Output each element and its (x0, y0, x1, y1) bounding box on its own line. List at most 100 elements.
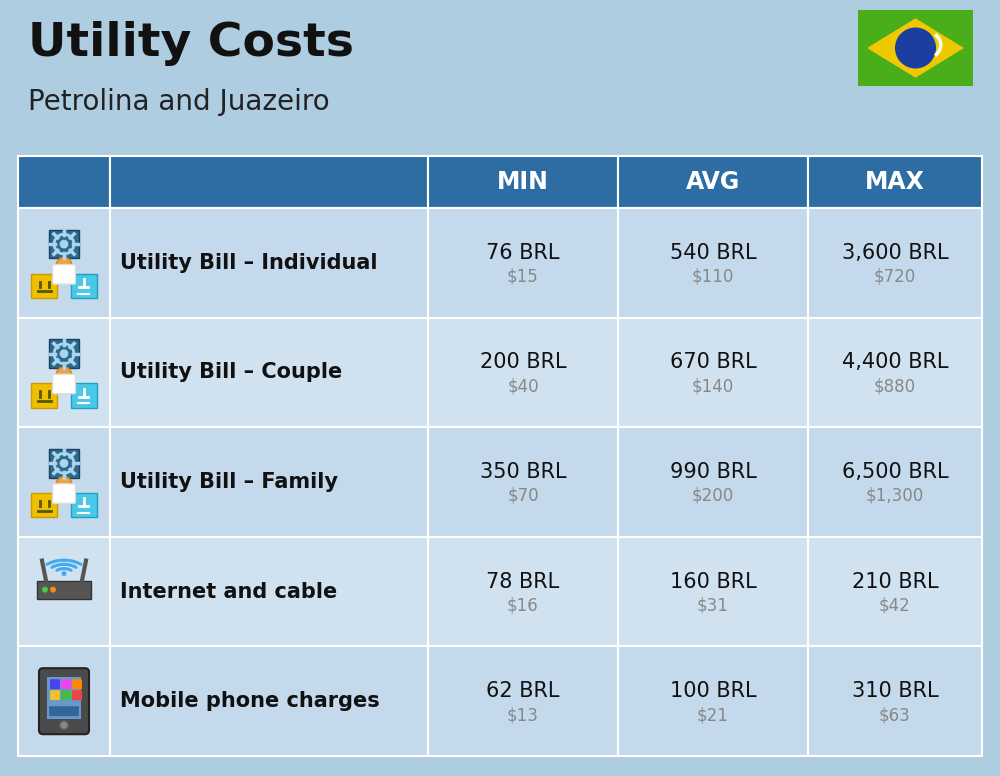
Circle shape (56, 258, 72, 272)
Text: 310 BRL: 310 BRL (852, 681, 938, 702)
FancyBboxPatch shape (110, 646, 428, 756)
Text: $63: $63 (879, 706, 911, 724)
Circle shape (60, 721, 68, 729)
FancyBboxPatch shape (428, 208, 618, 317)
FancyBboxPatch shape (110, 537, 428, 646)
Text: Utility Bill – Couple: Utility Bill – Couple (120, 362, 342, 383)
FancyBboxPatch shape (53, 265, 75, 284)
Text: $880: $880 (874, 377, 916, 396)
FancyBboxPatch shape (110, 156, 428, 208)
Circle shape (60, 240, 68, 248)
FancyBboxPatch shape (18, 646, 110, 756)
Text: $16: $16 (507, 597, 539, 615)
FancyBboxPatch shape (618, 156, 808, 208)
FancyBboxPatch shape (808, 428, 982, 537)
Text: $31: $31 (697, 597, 729, 615)
Text: 6,500 BRL: 6,500 BRL (842, 462, 948, 482)
FancyBboxPatch shape (53, 374, 75, 393)
FancyBboxPatch shape (18, 317, 110, 428)
FancyBboxPatch shape (31, 493, 57, 517)
FancyBboxPatch shape (50, 690, 60, 700)
Text: 100 BRL: 100 BRL (670, 681, 756, 702)
FancyBboxPatch shape (110, 317, 428, 428)
FancyBboxPatch shape (61, 679, 71, 689)
Text: 78 BRL: 78 BRL (486, 572, 560, 591)
Text: 160 BRL: 160 BRL (670, 572, 756, 591)
Text: 200 BRL: 200 BRL (480, 352, 566, 372)
FancyBboxPatch shape (428, 537, 618, 646)
FancyBboxPatch shape (71, 383, 97, 407)
Text: 990 BRL: 990 BRL (670, 462, 756, 482)
Text: 540 BRL: 540 BRL (670, 243, 756, 263)
FancyBboxPatch shape (53, 483, 75, 504)
Text: 76 BRL: 76 BRL (486, 243, 560, 263)
FancyBboxPatch shape (808, 317, 982, 428)
Text: 670 BRL: 670 BRL (670, 352, 756, 372)
FancyBboxPatch shape (72, 690, 82, 700)
Circle shape (50, 587, 56, 593)
FancyBboxPatch shape (18, 537, 110, 646)
Circle shape (60, 459, 68, 468)
FancyBboxPatch shape (618, 537, 808, 646)
FancyBboxPatch shape (808, 208, 982, 317)
FancyBboxPatch shape (618, 646, 808, 756)
Text: $110: $110 (692, 268, 734, 286)
FancyBboxPatch shape (858, 10, 973, 86)
FancyBboxPatch shape (49, 449, 79, 477)
Text: 3,600 BRL: 3,600 BRL (842, 243, 948, 263)
FancyBboxPatch shape (808, 646, 982, 756)
FancyBboxPatch shape (50, 679, 60, 689)
Text: $21: $21 (697, 706, 729, 724)
Text: 210 BRL: 210 BRL (852, 572, 938, 591)
Circle shape (42, 587, 48, 593)
FancyBboxPatch shape (618, 317, 808, 428)
FancyBboxPatch shape (808, 537, 982, 646)
Text: Utility Bill – Family: Utility Bill – Family (120, 472, 338, 492)
FancyBboxPatch shape (18, 156, 110, 208)
Text: Internet and cable: Internet and cable (120, 581, 337, 601)
Text: MAX: MAX (865, 170, 925, 194)
Circle shape (895, 27, 936, 68)
Circle shape (60, 349, 68, 358)
Text: Utility Costs: Utility Costs (28, 21, 354, 66)
Text: $70: $70 (507, 487, 539, 505)
Text: 4,400 BRL: 4,400 BRL (842, 352, 948, 372)
FancyBboxPatch shape (61, 690, 71, 700)
FancyBboxPatch shape (110, 428, 428, 537)
Text: $42: $42 (879, 597, 911, 615)
Circle shape (56, 367, 72, 383)
FancyBboxPatch shape (49, 230, 79, 258)
FancyBboxPatch shape (71, 493, 97, 517)
FancyBboxPatch shape (72, 679, 82, 689)
Text: Mobile phone charges: Mobile phone charges (120, 691, 380, 711)
Text: $720: $720 (874, 268, 916, 286)
FancyBboxPatch shape (49, 706, 79, 716)
FancyBboxPatch shape (428, 646, 618, 756)
Text: $40: $40 (507, 377, 539, 396)
FancyBboxPatch shape (18, 208, 110, 317)
FancyBboxPatch shape (428, 156, 618, 208)
Text: Petrolina and Juazeiro: Petrolina and Juazeiro (28, 88, 330, 116)
FancyBboxPatch shape (31, 274, 57, 298)
FancyBboxPatch shape (808, 156, 982, 208)
FancyBboxPatch shape (110, 208, 428, 317)
FancyBboxPatch shape (39, 668, 89, 734)
Polygon shape (868, 19, 963, 77)
FancyBboxPatch shape (618, 428, 808, 537)
FancyBboxPatch shape (428, 317, 618, 428)
Text: $15: $15 (507, 268, 539, 286)
Text: AVG: AVG (686, 170, 740, 194)
FancyBboxPatch shape (31, 383, 57, 407)
Text: $200: $200 (692, 487, 734, 505)
Circle shape (56, 476, 72, 492)
Text: $13: $13 (507, 706, 539, 724)
Text: $1,300: $1,300 (866, 487, 924, 505)
FancyBboxPatch shape (618, 208, 808, 317)
Text: $140: $140 (692, 377, 734, 396)
Text: 62 BRL: 62 BRL (486, 681, 560, 702)
FancyBboxPatch shape (18, 428, 110, 537)
Text: Utility Bill – Individual: Utility Bill – Individual (120, 253, 378, 273)
Text: MIN: MIN (497, 170, 549, 194)
FancyBboxPatch shape (37, 580, 91, 598)
FancyBboxPatch shape (428, 428, 618, 537)
